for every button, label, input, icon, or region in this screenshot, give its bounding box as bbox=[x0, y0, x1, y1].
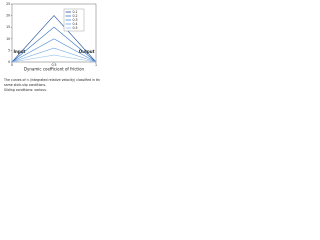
legend-label: 0.3 bbox=[73, 18, 78, 22]
series-line bbox=[11, 15, 97, 63]
y-tick-label: 10 bbox=[6, 37, 10, 41]
y-tick-label: 15 bbox=[6, 25, 10, 29]
caption: same stick-slip conditions. bbox=[4, 83, 46, 87]
background bbox=[0, 0, 100, 110]
x-tick-label: 0.5 bbox=[51, 63, 56, 67]
legend-label: 0.4 bbox=[73, 22, 78, 26]
series-line bbox=[11, 38, 97, 63]
series-line bbox=[11, 26, 97, 63]
series-line bbox=[11, 54, 97, 63]
legend bbox=[63, 8, 85, 32]
x-tick-label: 1 bbox=[95, 63, 97, 67]
y-tick-label: 0 bbox=[8, 60, 10, 64]
y-tick-label: 20 bbox=[6, 14, 10, 18]
x-tick-label: 0 bbox=[11, 63, 13, 67]
caption: Sliding conditions: various. bbox=[4, 88, 47, 92]
x-axis-label: Dynamic coefficient of friction bbox=[24, 67, 85, 72]
legend-label: 0.1 bbox=[73, 10, 78, 14]
legend-label: 0.5 bbox=[73, 26, 78, 30]
y-tick-label: 25 bbox=[6, 2, 10, 6]
y-tick-label: 5 bbox=[8, 48, 10, 52]
legend-label: 0.2 bbox=[73, 14, 78, 18]
caption: The curves of n (integrated relative vel… bbox=[3, 78, 100, 82]
series-line bbox=[11, 47, 97, 63]
annotation: Input bbox=[14, 49, 26, 54]
